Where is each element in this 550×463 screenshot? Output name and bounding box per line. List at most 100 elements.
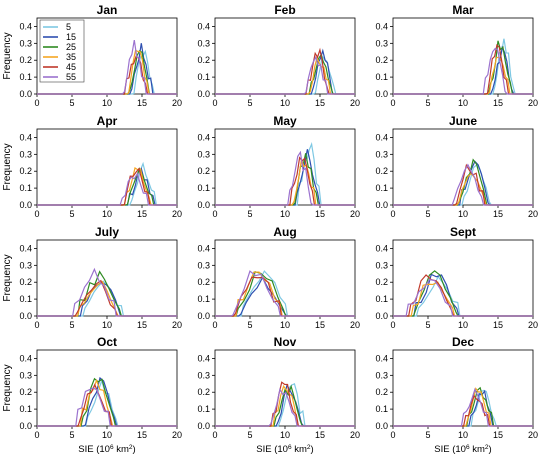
y-tick-label: 0.4: [19, 132, 32, 142]
x-tick-label: 0: [34, 209, 39, 219]
series-line-45: [393, 43, 533, 95]
x-tick-label: 0: [390, 209, 395, 219]
series-line-35: [215, 55, 355, 95]
plot-frame: [392, 128, 534, 206]
y-tick-label: 0.2: [19, 277, 32, 287]
x-tick-label: 5: [247, 430, 252, 440]
x-tick-label: 0: [212, 209, 217, 219]
x-axis-label: SIE (106 km2): [78, 444, 135, 456]
x-tick-label: 5: [247, 98, 252, 108]
x-tick-label: 10: [280, 320, 290, 330]
y-tick-label: 0.4: [375, 21, 388, 31]
plot-frame: [36, 239, 178, 317]
x-tick-label: 20: [172, 209, 182, 219]
x-tick-label: 15: [493, 98, 503, 108]
x-tick-label: 10: [458, 209, 468, 219]
x-tick-label: 15: [315, 98, 325, 108]
y-tick-label: 0.1: [197, 294, 210, 304]
y-tick-label: 0.2: [375, 277, 388, 287]
x-tick-label: 10: [102, 430, 112, 440]
plot-frame: [214, 17, 356, 95]
y-tick-label: 0.0: [197, 311, 210, 321]
panel-title: Mar: [452, 3, 474, 17]
panel-title: July: [95, 225, 119, 239]
x-tick-label: 15: [315, 320, 325, 330]
x-tick-label: 20: [528, 98, 538, 108]
series-line-45: [215, 276, 355, 317]
series-line-35: [37, 49, 177, 95]
series-line-45: [393, 163, 533, 206]
y-tick-label: 0.0: [375, 421, 388, 431]
x-tick-label: 10: [280, 430, 290, 440]
panel-title: Aug: [273, 225, 296, 239]
x-tick-label: 20: [528, 430, 538, 440]
x-tick-label: 5: [69, 209, 74, 219]
x-tick-label: 20: [350, 98, 360, 108]
series-line-15: [393, 389, 533, 427]
series-line-5: [393, 389, 533, 427]
y-tick-label: 0.1: [197, 72, 210, 82]
panel-aug: Aug 0.0 0.1 0.2 0.3 0.4 0 5 10 15 20: [197, 225, 360, 330]
y-tick-label: 0.2: [19, 387, 32, 397]
series-line-5: [393, 38, 533, 95]
series-line-55: [37, 267, 177, 317]
y-tick-label: 0.4: [375, 243, 388, 253]
panel-june: June 0.0 0.1 0.2 0.3 0.4 0 5 10 15 20: [375, 114, 538, 219]
y-tick-label: 0.4: [375, 353, 388, 363]
y-tick-label: 0.0: [19, 421, 32, 431]
x-tick-label: 0: [212, 430, 217, 440]
x-tick-label: 0: [390, 320, 395, 330]
x-tick-label: 5: [69, 320, 74, 330]
y-tick-label: 0.1: [19, 183, 32, 193]
y-tick-label: 0.0: [375, 200, 388, 210]
x-tick-label: 15: [493, 320, 503, 330]
y-tick-label: 0.3: [375, 370, 388, 380]
series-line-25: [393, 40, 533, 95]
x-tick-label: 10: [102, 98, 112, 108]
series-line-35: [393, 387, 533, 427]
x-tick-label: 5: [247, 209, 252, 219]
panel-apr: Apr 0.0 0.1 0.2 0.3 0.4 0 5 10 15 20 Frequency: [2, 114, 182, 219]
y-tick-label: 0.2: [19, 55, 32, 65]
series-line-25: [393, 270, 533, 317]
x-tick-label: 15: [137, 430, 147, 440]
panel-feb: Feb 0.0 0.1 0.2 0.3 0.4 0 5 10 15 20: [197, 3, 360, 108]
y-axis-label: Frequency: [2, 254, 13, 301]
panel-title: Apr: [97, 114, 118, 128]
series-line-55: [393, 278, 533, 317]
y-tick-label: 0.1: [197, 183, 210, 193]
series-line-55: [215, 55, 355, 95]
y-tick-label: 0.4: [197, 243, 210, 253]
series-line-45: [393, 394, 533, 427]
x-tick-label: 5: [425, 320, 430, 330]
y-tick-label: 0.3: [375, 38, 388, 48]
y-tick-label: 0.0: [197, 89, 210, 99]
y-tick-label: 0.3: [197, 260, 210, 270]
series-line-5: [37, 161, 177, 206]
y-tick-label: 0.2: [375, 55, 388, 65]
panel-title: May: [273, 114, 297, 128]
x-tick-label: 10: [458, 98, 468, 108]
y-axis-label: Frequency: [2, 32, 13, 79]
plot-frame: [36, 128, 178, 206]
y-tick-label: 0.1: [375, 404, 388, 414]
y-tick-label: 0.3: [19, 370, 32, 380]
x-tick-label: 20: [528, 320, 538, 330]
x-tick-label: 10: [102, 320, 112, 330]
series-line-5: [215, 270, 355, 317]
series-line-25: [215, 153, 355, 206]
x-tick-label: 5: [69, 98, 74, 108]
series-line-55: [37, 387, 177, 427]
y-tick-label: 0.0: [19, 311, 32, 321]
plot-frame: [36, 349, 178, 427]
series-line-35: [37, 378, 177, 427]
series-line-15: [215, 149, 355, 206]
y-tick-label: 0.1: [375, 294, 388, 304]
x-tick-label: 10: [280, 209, 290, 219]
panel-july: July 0.0 0.1 0.2 0.3 0.4 0 5 10 15 20 Frequency: [2, 225, 182, 330]
panel-title: Nov: [274, 335, 297, 349]
x-tick-label: 0: [390, 98, 395, 108]
x-tick-label: 15: [137, 320, 147, 330]
x-tick-label: 15: [315, 430, 325, 440]
